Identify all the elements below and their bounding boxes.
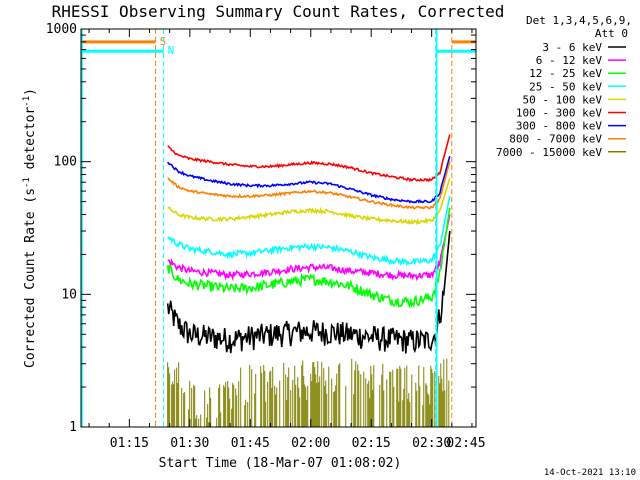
- series-8-bars: [167, 358, 450, 427]
- legend-label-1: 6 - 12 keV: [536, 54, 603, 67]
- series-5-line: [167, 134, 451, 183]
- series-3-line: [167, 195, 451, 267]
- y-axis-label-main: Corrected Count Rate (s: [23, 188, 38, 368]
- flag-layer: SN: [81, 29, 476, 427]
- legend-label-7: 800 - 7000 keV: [509, 133, 602, 146]
- plot-frame: [80, 28, 477, 428]
- series-2-line: [166, 207, 451, 309]
- legend-header-2: Att 0: [595, 27, 628, 40]
- legend-label-0: 3 - 6 keV: [542, 41, 602, 54]
- series-1-line: [167, 214, 451, 282]
- series-layer: [166, 134, 451, 427]
- y-tick-label-2: 100: [54, 155, 77, 170]
- x-tick-label-2: 01:45: [231, 436, 270, 451]
- x-tick-label-0: 01:15: [110, 436, 149, 451]
- x-tick-label-3: 02:00: [291, 436, 330, 451]
- chart-title: RHESSI Observing Summary Count Rates, Co…: [52, 2, 505, 21]
- series-0-line: [166, 230, 451, 354]
- y-axis-label-end: ): [23, 88, 38, 96]
- legend-label-3: 25 - 50 keV: [529, 80, 602, 93]
- y-axis-label-sup1: -1: [22, 177, 32, 188]
- legend-header-1: Det 1,3,4,5,6,9,: [526, 14, 632, 27]
- y-axis-label-mid: detector: [23, 107, 38, 178]
- y-tick-label-3: 1000: [46, 22, 77, 37]
- x-tick-label-1: 01:30: [170, 436, 209, 451]
- footer-timestamp: 14-Oct-2021 13:10: [544, 468, 636, 478]
- legend-label-8: 7000 - 15000 keV: [496, 146, 602, 159]
- y-axis: 1 10 100 1000: [46, 22, 476, 435]
- x-tick-label-6: 02:45: [446, 436, 485, 451]
- series-7-line: [167, 161, 451, 210]
- legend-label-4: 50 - 100 keV: [523, 93, 603, 106]
- flag-0-label: S: [160, 35, 167, 48]
- legend-label-6: 300 - 800 keV: [516, 120, 602, 133]
- legend-label-2: 12 - 25 keV: [529, 67, 602, 80]
- y-tick-label-1: 10: [61, 287, 77, 302]
- series-4-line: [167, 177, 451, 226]
- y-axis-label-sup2: -1: [22, 96, 32, 107]
- x-tick-label-5: 02:30: [412, 436, 451, 451]
- flag-1-label: N: [168, 44, 175, 57]
- legend-label-5: 100 - 300 keV: [516, 107, 602, 120]
- series-6-line: [167, 155, 451, 204]
- x-axis-label: Start Time (18-Mar-07 01:08:02): [159, 456, 402, 471]
- y-tick-label-0: 1: [69, 420, 77, 435]
- x-tick-label-4: 02:15: [352, 436, 391, 451]
- y-axis-label: Corrected Count Rate (s-1 detector-1): [22, 88, 38, 368]
